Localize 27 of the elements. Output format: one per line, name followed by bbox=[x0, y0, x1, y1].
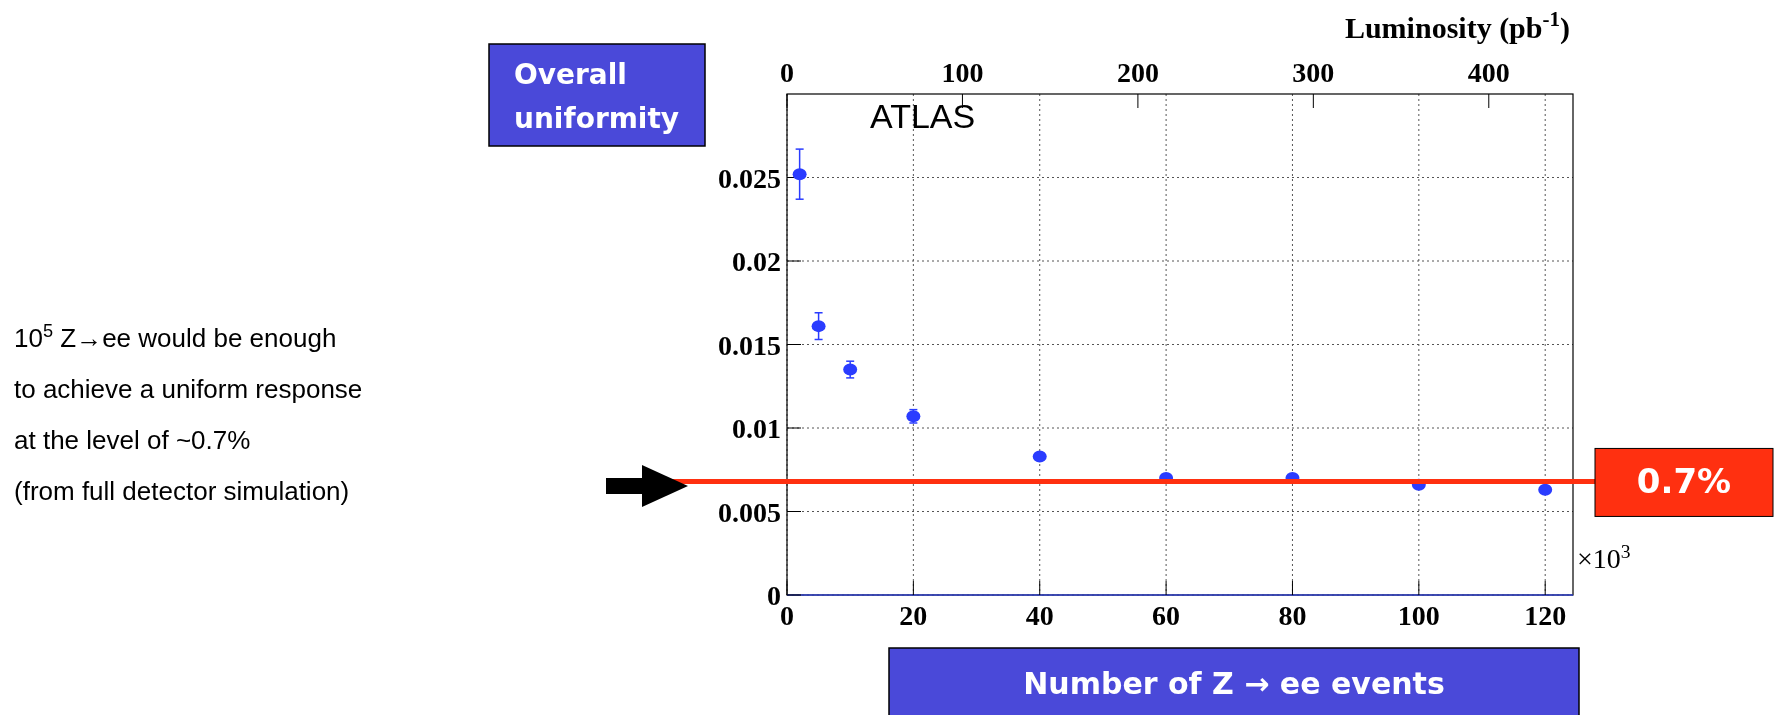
x-axis-title: Number of Z → ee events bbox=[1023, 666, 1445, 701]
y-axis-title: Overall uniformity bbox=[514, 58, 680, 135]
y-tick-label: 0.025 bbox=[718, 162, 781, 194]
y-tick-label: 0 bbox=[767, 580, 781, 611]
y-tick-label: 0.02 bbox=[732, 246, 781, 277]
x-tick-label: 40 bbox=[1025, 600, 1054, 631]
text: ×10$^{3}$ bbox=[1577, 540, 1631, 574]
y-tick-label: 0.005 bbox=[718, 496, 781, 528]
x-tick-label: 120 bbox=[1524, 600, 1567, 631]
y-tick-label: 0.015 bbox=[718, 329, 781, 361]
x-tick-label: 20 bbox=[899, 600, 928, 631]
x-tick-label: 60 bbox=[1152, 600, 1181, 631]
annotation: ATLAS bbox=[870, 97, 976, 135]
x2-axis-title: Luminosity (pb$^{-1}$) bbox=[1344, 7, 1570, 45]
x2-tick-label: 100 bbox=[941, 57, 984, 88]
text: 10$^{5}$ Z→ee would be enough to achieve a uniform response at the level of ~0.7% (from full detector simulation) bbox=[14, 321, 363, 506]
x2-tick-label: 400 bbox=[1467, 57, 1510, 88]
x2-tick-label: 300 bbox=[1292, 57, 1335, 88]
x-tick-label: 100 bbox=[1397, 600, 1440, 631]
x-tick-label: 80 bbox=[1278, 600, 1307, 631]
point bbox=[1032, 450, 1047, 463]
point bbox=[811, 320, 826, 333]
y-tick-label: 0.01 bbox=[732, 413, 781, 444]
x2-tick-label: 200 bbox=[1116, 57, 1159, 88]
ref-line-label: 0.7% bbox=[1636, 461, 1732, 502]
point bbox=[792, 168, 807, 181]
point bbox=[1538, 483, 1553, 496]
